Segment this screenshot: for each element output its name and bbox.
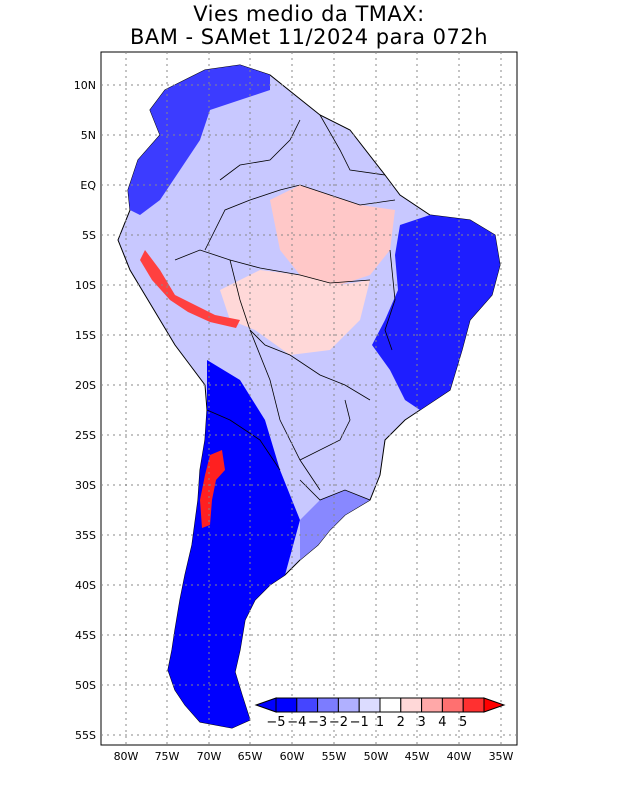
lat-label: 30S	[75, 479, 96, 492]
cold-bias-northeast	[372, 215, 500, 410]
colorbar-box	[379, 697, 402, 713]
lon-label: 40W	[447, 750, 472, 763]
colorbar: −5 −4 −3 −2 −1 1 2 3 4 5	[254, 697, 506, 730]
lon-label: 50W	[364, 750, 389, 763]
lon-label: 65W	[238, 750, 263, 763]
lat-label: 25S	[75, 429, 96, 442]
lat-label: 10S	[75, 279, 96, 292]
map-title-line2: BAM - SAMet 11/2024 para 072h	[129, 25, 489, 49]
colorbar-box	[400, 697, 423, 713]
lat-label: 50S	[75, 679, 96, 692]
colorbar-label: 5	[459, 715, 467, 730]
colorbar-label: 2	[397, 715, 405, 730]
lat-label: 40S	[75, 579, 96, 592]
lon-label: 70W	[197, 750, 222, 763]
lon-label: 45W	[405, 750, 430, 763]
colorbar-label: −3	[308, 715, 327, 730]
lat-label: 55S	[75, 729, 96, 742]
map-title-line1: Vies medio da TMAX:	[193, 2, 425, 26]
longitude-labels: 80W 75W 70W 65W 60W 55W 50W 45W 40W 35W	[114, 750, 514, 763]
latitude-labels: 10N 5N EQ 5S 10S 15S 20S 25S 30S 35S 40S…	[74, 79, 97, 742]
colorbar-box	[275, 697, 298, 713]
colorbar-label: 3	[417, 715, 425, 730]
colorbar-arrow-high	[483, 697, 506, 713]
colorbar-box	[441, 697, 464, 713]
colorbar-label: −4	[287, 715, 306, 730]
lat-label: EQ	[80, 179, 96, 192]
graticule	[101, 52, 517, 745]
cold-bias-northwest	[128, 65, 270, 215]
colorbar-box	[462, 697, 485, 713]
lon-label: 55W	[322, 750, 347, 763]
colorbar-box	[337, 697, 360, 713]
warm-bias-center	[220, 270, 370, 355]
cold-bias-uruguay	[300, 490, 370, 560]
lat-label: 5S	[82, 229, 96, 242]
colorbar-box	[421, 697, 443, 713]
colorbar-box	[358, 697, 381, 713]
lon-label: 35W	[489, 750, 514, 763]
warm-bias-andes-chile	[200, 450, 225, 528]
warm-bias-andes-peru	[140, 250, 240, 328]
lat-label: 35S	[75, 529, 96, 542]
lat-label: 45S	[75, 629, 96, 642]
lat-label: 10N	[74, 79, 96, 92]
country-borders	[174, 114, 396, 501]
lon-label: 60W	[280, 750, 305, 763]
colorbar-label: −1	[350, 715, 369, 730]
lat-label: 15S	[75, 329, 96, 342]
colorbar-label: −2	[329, 715, 348, 730]
warm-bias-amazon	[270, 185, 395, 285]
lat-label: 5N	[81, 129, 96, 142]
lat-label: 20S	[75, 379, 96, 392]
colorbar-label: 1	[376, 715, 384, 730]
colorbar-label: −5	[266, 715, 285, 730]
colorbar-label: 4	[438, 715, 446, 730]
colorbar-box	[296, 697, 319, 713]
cold-bias-south	[168, 360, 300, 728]
colorbar-box	[317, 697, 339, 713]
lon-label: 75W	[155, 750, 180, 763]
lon-label: 80W	[114, 750, 139, 763]
